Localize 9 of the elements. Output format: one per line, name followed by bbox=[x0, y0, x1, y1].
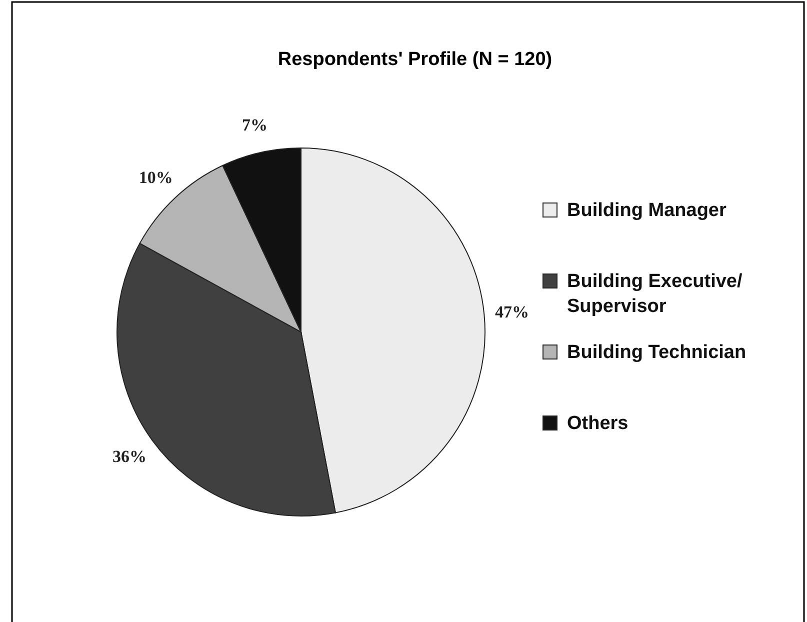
legend-label: Others bbox=[567, 412, 628, 434]
data-label: 10% bbox=[138, 168, 173, 187]
data-label: 47% bbox=[495, 302, 530, 322]
legend-label: Building Manager bbox=[567, 200, 727, 220]
legend-label: Building Executive/ Supervisor bbox=[567, 270, 743, 316]
chart-title: Respondents' Profile (N = 120) bbox=[278, 49, 552, 70]
legend-label: Building Technician bbox=[567, 342, 746, 362]
data-label: 36% bbox=[112, 447, 146, 466]
data-label: 7% bbox=[242, 116, 268, 135]
